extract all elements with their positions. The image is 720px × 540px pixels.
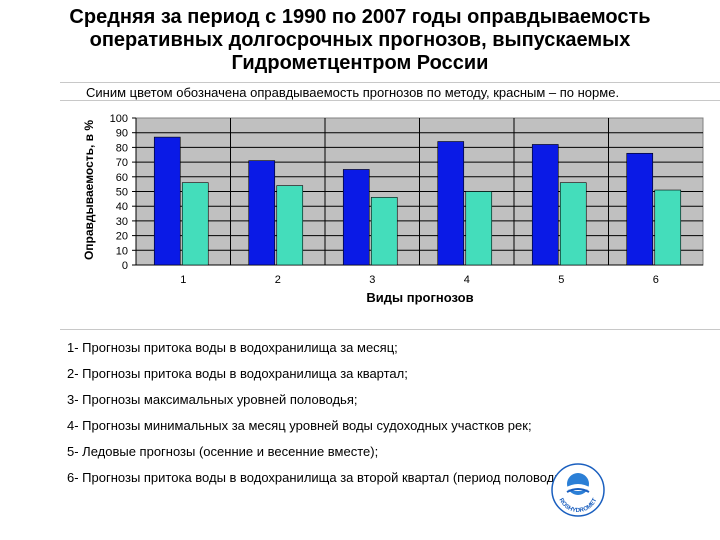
bar-series-1	[342, 169, 370, 266]
bar-series-2	[654, 189, 682, 266]
bar-series-1	[153, 136, 181, 266]
bar-series-2	[276, 185, 304, 266]
forecast-type-item: 1- Прогнозы притока воды в водохранилища…	[67, 340, 398, 355]
y-tick-label: 80	[116, 142, 128, 154]
x-tick-label: 1	[180, 274, 186, 286]
x-axis-label: Виды прогнозов	[366, 290, 473, 305]
forecast-type-list: 1- Прогнозы притока воды в водохранилища…	[67, 340, 576, 496]
title-divider	[60, 82, 720, 83]
bar-series-2	[465, 191, 493, 266]
chart-frame	[60, 100, 720, 330]
forecast-type-item: 2- Прогнозы притока воды в водохранилища…	[67, 366, 408, 381]
title-line-3: Гидрометцентром России	[231, 52, 489, 74]
forecast-type-item: 6- Прогнозы притока воды в водохранилища…	[67, 470, 577, 485]
y-tick-label: 40	[116, 201, 128, 213]
bar-series-1	[531, 144, 559, 266]
x-tick-label: 6	[653, 274, 659, 286]
x-tick-label: 4	[464, 274, 470, 286]
y-tick-label: 50	[116, 187, 128, 199]
y-tick-label: 30	[116, 216, 128, 228]
x-tick-label: 5	[558, 274, 564, 286]
bar-series-2	[559, 182, 587, 266]
bar-series-1	[248, 160, 276, 266]
forecast-type-item: 5- Ледовые прогнозы (осенние и весенние …	[67, 444, 379, 459]
y-tick-label: 20	[116, 231, 128, 243]
forecast-type-item: 4- Прогнозы минимальных за месяц уровней…	[67, 418, 532, 433]
bar-series-2	[181, 182, 209, 266]
y-tick-label: 90	[116, 128, 128, 140]
chart-note: Синим цветом обозначена оправдываемость …	[86, 85, 620, 100]
page-title: Средняя за период с 1990 по 2007 годы оп…	[20, 6, 700, 75]
bar-series-1	[437, 141, 465, 266]
y-tick-label: 60	[116, 172, 128, 184]
y-tick-label: 70	[116, 157, 128, 169]
bar-chart: Оправдываемость, в % Виды прогнозов 0 10 2…	[82, 113, 704, 305]
y-tick-label: 10	[116, 245, 128, 257]
bar-series-2	[370, 197, 398, 266]
x-tick-label: 2	[275, 274, 281, 286]
y-tick-label: 0	[122, 260, 128, 272]
roshydromet-logo-icon: ROSHYDROMET	[551, 463, 605, 517]
y-tick-label: 100	[110, 113, 128, 125]
y-axis-label: Оправдываемость, в %	[82, 120, 96, 260]
title-line-2: оперативных долгосрочных прогнозов, выпу…	[89, 29, 631, 51]
forecast-type-item: 3- Прогнозы максимальных уровней половод…	[67, 392, 358, 407]
x-tick-label: 3	[369, 274, 375, 286]
bar-series-1	[626, 152, 654, 266]
title-line-1: Средняя за период с 1990 по 2007 годы оп…	[69, 6, 651, 28]
